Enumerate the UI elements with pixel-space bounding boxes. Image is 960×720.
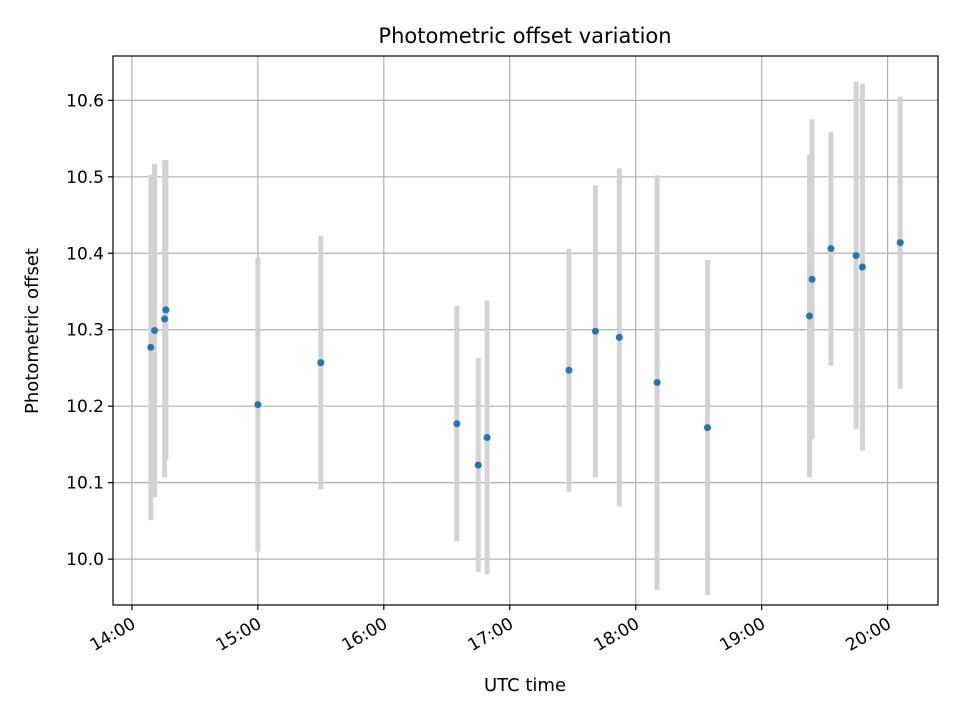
- data-point-6: [453, 420, 461, 428]
- data-point-15: [808, 275, 816, 283]
- data-point-12: [653, 378, 661, 386]
- data-point-14: [806, 312, 814, 320]
- data-point-19: [896, 239, 904, 247]
- data-point-8: [483, 434, 491, 442]
- y-tick-label-0: 10.0: [66, 550, 104, 570]
- y-axis-label: Photometric offset: [22, 248, 43, 414]
- data-point-11: [615, 333, 623, 341]
- data-points: [147, 239, 904, 469]
- y-tick-label-1: 10.1: [66, 474, 104, 494]
- data-point-13: [704, 424, 712, 432]
- chart-title: Photometric offset variation: [378, 24, 671, 48]
- grid: [113, 56, 938, 605]
- plot-frame: [112, 55, 939, 606]
- data-point-18: [858, 263, 866, 271]
- y-axis: 10.0 10.1 10.2 10.3 10.4 10.5 10.6: [66, 91, 113, 570]
- data-point-0: [147, 343, 155, 351]
- y-tick-label-4: 10.4: [66, 244, 104, 264]
- data-point-4: [254, 401, 262, 409]
- data-point-3: [162, 306, 170, 314]
- data-point-1: [151, 327, 159, 334]
- data-point-10: [591, 327, 599, 335]
- y-tick-label-6: 10.6: [66, 91, 104, 111]
- data-point-9: [565, 366, 573, 374]
- x-axis-label: UTC time: [484, 675, 566, 696]
- y-tick-label-2: 10.2: [66, 397, 104, 417]
- y-tick-label-5: 10.5: [66, 168, 104, 188]
- data-point-2: [161, 315, 169, 323]
- data-point-16: [827, 245, 835, 253]
- data-point-17: [852, 252, 860, 260]
- y-tick-label-3: 10.3: [66, 321, 104, 341]
- data-point-7: [474, 461, 482, 469]
- data-point-5: [317, 359, 325, 367]
